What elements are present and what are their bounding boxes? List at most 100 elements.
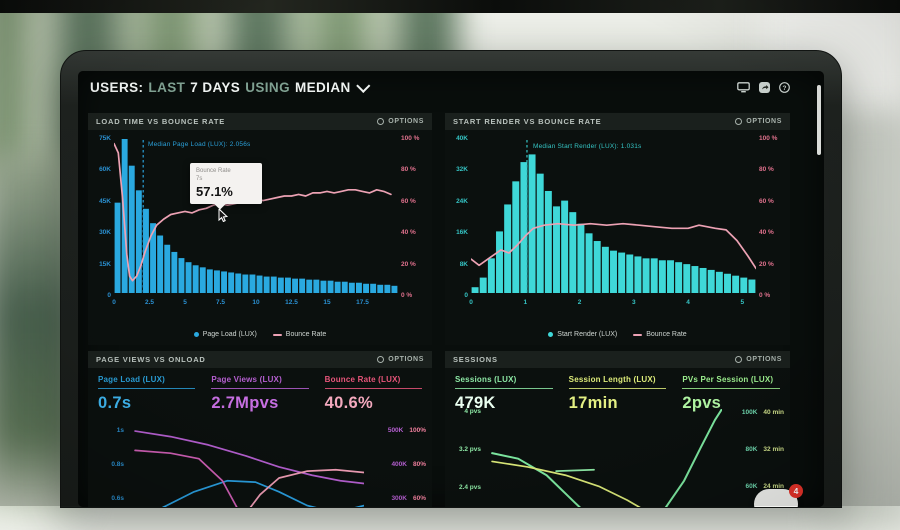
laptop-bezel: USERS: LAST 7 DAYS USING MEDIAN ? [60, 50, 842, 508]
chart-legend: Page Load (LUX) Bounce Rate [88, 331, 432, 338]
legend-dot-icon [193, 332, 199, 337]
title-last: LAST [148, 80, 186, 95]
load-time-plot [114, 139, 398, 293]
panel-page-views: PAGE VIEWS VS ONLOAD OPTIONS Page Load (… [88, 351, 432, 507]
chevron-down-icon [355, 78, 371, 93]
y-axis-left: 75K 60K 45K 30K 15K 0 [91, 135, 111, 299]
options-button[interactable]: OPTIONS [377, 356, 424, 363]
axis-label: 8K [459, 260, 468, 268]
dashboard-header: USERS: LAST 7 DAYS USING MEDIAN ? [78, 71, 824, 155]
gear-icon [735, 118, 743, 125]
metric: Page Load (LUX) 0.7s [98, 375, 196, 413]
options-button[interactable]: OPTIONS [735, 356, 782, 363]
share-icon[interactable] [759, 82, 770, 93]
help-icon[interactable]: ? [779, 82, 790, 93]
x-tick-label: 12.5 [285, 299, 298, 306]
x-tick-label: 4 [686, 299, 690, 306]
panel-load-time: LOAD TIME VS BOUNCE RATE OPTIONS 75K 60K 4… [88, 113, 432, 345]
axis-label: 0.8s [111, 461, 124, 468]
axis-label: 4 pvs [464, 408, 481, 415]
metric: Page Views (LUX) 2.7Mpvs [211, 375, 309, 413]
axis-label: 0 [464, 291, 468, 299]
axis-label: 400K 80% [391, 461, 426, 468]
x-tick-label: 15 [323, 299, 331, 306]
axis-label: 40 % [759, 229, 774, 237]
bounce-rate-tooltip: Bounce Rate 7s 57.1% [190, 163, 262, 205]
metric: Sessions (LUX) 479K [455, 375, 553, 413]
gear-icon [377, 356, 385, 363]
axis-label: 100K 40 min [741, 409, 784, 416]
metric: Bounce Rate (LUX) 40.6% [324, 375, 422, 413]
axis-label: 30K [99, 229, 111, 237]
options-button[interactable]: OPTIONS [735, 118, 782, 125]
y-axis-right: 500K 100% 400K 80% 300K 60% [368, 407, 426, 502]
metric-label: Sessions (LUX) [455, 375, 517, 384]
axis-label: 20 % [759, 260, 774, 268]
metric-value: 17min [568, 394, 618, 412]
metric-underline [98, 388, 196, 389]
metric-label: PVs Per Session (LUX) [682, 375, 774, 384]
users-range-dropdown[interactable]: USERS: LAST 7 DAYS USING MEDIAN [90, 78, 371, 95]
axis-label: 80K 32 min [745, 446, 784, 453]
x-tick-label: 0 [112, 299, 116, 306]
metric: Session Length (LUX) 17min [568, 375, 667, 413]
axis-label: 500K 100% [387, 427, 426, 434]
axis-label: 80 % [401, 166, 416, 174]
axis-label: 24K [456, 197, 468, 205]
x-tick-label: 17.5 [356, 299, 369, 306]
axis-label: 32K [456, 166, 468, 174]
panel-title: START RENDER VS BOUNCE RATE [453, 117, 602, 126]
gear-icon [735, 356, 743, 363]
metric-value: 479K [455, 394, 496, 412]
median-annotation: Median Start Render (LUX): 1.031s [533, 143, 642, 150]
metric-underline [682, 388, 781, 389]
x-tick-label: 0 [469, 299, 473, 306]
panel-sessions: SESSIONS OPTIONS Sessions (LUX) 479K Sessi… [445, 351, 790, 507]
axis-label: 0.6s [111, 495, 124, 502]
axis-label: 40K [456, 135, 468, 142]
axis-label: 300K 60% [391, 495, 426, 502]
axis-label: 20 % [401, 260, 416, 268]
options-button[interactable]: OPTIONS [377, 118, 424, 125]
legend-item[interactable]: Bounce Rate [272, 331, 326, 338]
scrollbar[interactable] [817, 85, 821, 155]
axis-label: 40 % [401, 229, 416, 237]
panel-title: LOAD TIME VS BOUNCE RATE [96, 117, 226, 126]
axis-label: 60 % [401, 197, 416, 205]
x-axis: 0 2.5 5 7.5 10 12.5 15 17.5 [112, 299, 398, 309]
x-tick-label: 2 [577, 299, 582, 306]
y-axis-left: 40K 32K 24K 16K 8K 0 [448, 135, 468, 299]
metric-label: Page Load (LUX) [98, 375, 166, 384]
panel-title: SESSIONS [453, 355, 498, 364]
x-tick-label: 2.5 [144, 299, 155, 306]
metric-label: Session Length (LUX) [568, 375, 656, 384]
axis-label: 45K [99, 197, 111, 205]
chart-legend: Start Render (LUX) Bounce Rate [445, 331, 790, 338]
axis-label: 3.2 pvs [458, 446, 481, 453]
legend-item[interactable]: Bounce Rate [633, 331, 687, 338]
axis-label: 0 [107, 291, 111, 299]
axis-label: 100 % [759, 135, 778, 142]
legend-item[interactable]: Start Render (LUX) [548, 331, 617, 338]
metric-underline [211, 388, 309, 389]
metric-underline [455, 388, 553, 389]
display-icon[interactable] [737, 82, 750, 93]
title-users: USERS: [90, 80, 144, 95]
legend-item[interactable]: Page Load (LUX) [193, 331, 257, 338]
axis-label: 60K [99, 166, 111, 174]
title-median: MEDIAN [294, 80, 351, 95]
title-7days: 7 DAYS [190, 80, 241, 95]
axis-label: 60 % [759, 197, 774, 205]
metric-label: Bounce Rate (LUX) [324, 375, 401, 384]
background-top-shelf [0, 0, 900, 13]
x-tick-label: 1 [523, 299, 528, 306]
axis-label: 75K [99, 135, 111, 142]
sessions-chart: 4 pvs 3.2 pvs 2.4 pvs 100K 40 min 80K 32 min 6… [451, 407, 784, 507]
axis-label: 0 % [759, 291, 771, 299]
chat-widget-button[interactable]: 4 [754, 484, 803, 507]
x-tick-label: 10 [252, 299, 260, 306]
y-axis-right: 100 % 80 % 60 % 40 % 20 % 0 % [759, 135, 786, 299]
x-tick-label: 3 [631, 299, 636, 306]
metric-row: Page Load (LUX) 0.7s Page Views (LUX) 2.7Mp… [88, 368, 432, 413]
axis-label: 80 % [759, 166, 774, 174]
